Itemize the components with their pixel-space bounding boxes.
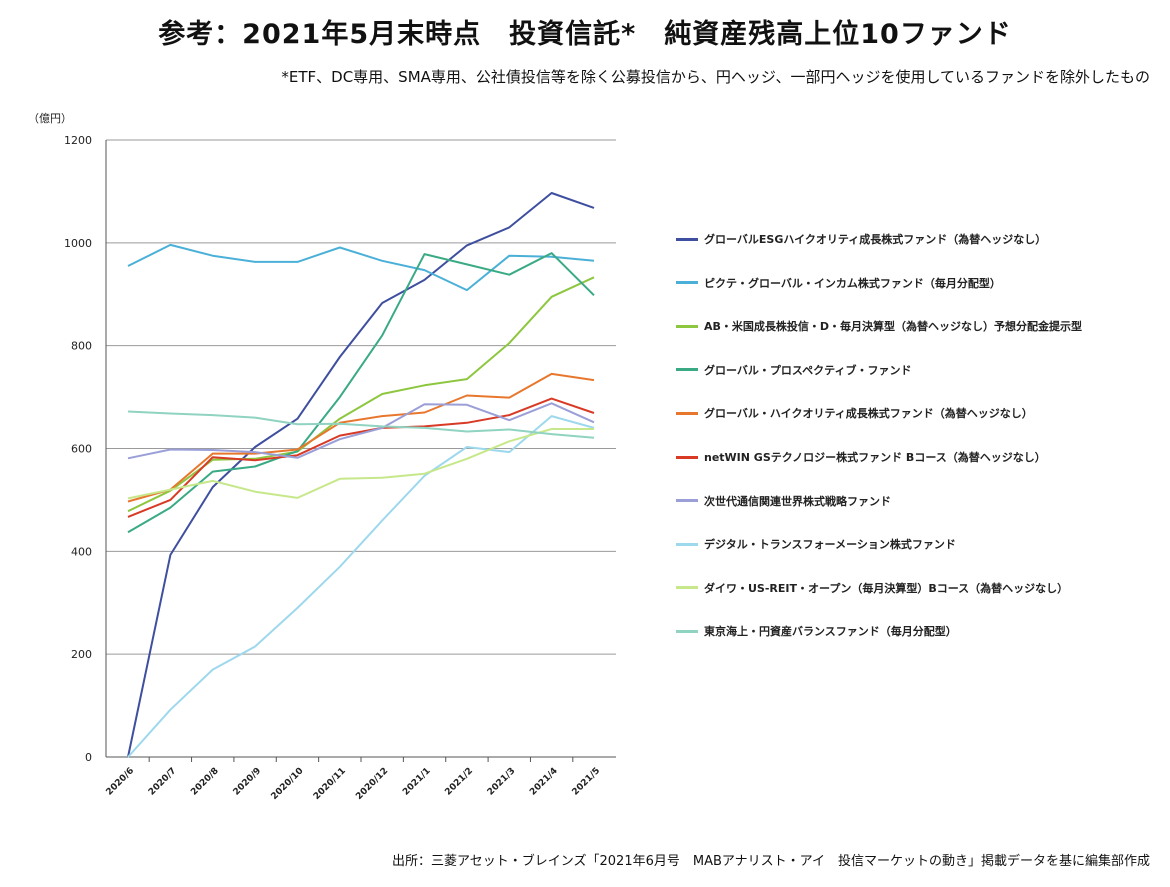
y-tick-label: 400 [71, 545, 92, 558]
series-line [127, 192, 595, 758]
series-line [127, 243, 595, 292]
legend-swatch [676, 324, 698, 328]
series-line [127, 276, 595, 513]
legend-item: グローバルESGハイクオリティ成長株式ファンド（為替ヘッジなし） [676, 230, 1046, 248]
y-tick-label: 800 [71, 340, 92, 353]
legend-label: グローバル・ハイクオリティ成長株式ファンド（為替ヘッジなし） [704, 407, 1033, 421]
legend-swatch [676, 237, 698, 241]
legend-swatch [676, 411, 698, 415]
legend-label: グローバル・プロスペクティブ・ファンド [704, 363, 912, 377]
legend-label: netWIN GSテクノロジー株式ファンド Bコース（為替ヘッジなし） [704, 451, 1046, 464]
x-tick-label: 2021/3 [486, 766, 518, 798]
x-tick-label: 2021/5 [571, 766, 603, 798]
series-line [127, 428, 594, 500]
x-tick-label: 2020/10 [270, 766, 306, 802]
x-tick-label: 2020/6 [105, 766, 137, 798]
legend-swatch [676, 281, 698, 285]
series-line [127, 402, 595, 460]
x-tick-label: 2021/2 [443, 766, 475, 798]
legend-label: 東京海上・円資産バランスファンド（毎月分配型） [704, 625, 957, 639]
y-tick-label: 0 [85, 751, 92, 764]
legend-swatch [676, 542, 698, 546]
legend-item: ダイワ・US-REIT・オープン（毎月決算型）Bコース（為替ヘッジなし） [676, 579, 1068, 597]
x-tick-label: 2021/1 [401, 766, 433, 798]
legend-label: ピクテ・グローバル・インカム株式ファンド（毎月分配型） [704, 276, 1001, 290]
chart-title: 参考：2021年5月末時点 投資信託* 純資産残高上位10ファンド [158, 19, 1012, 50]
legend-item: netWIN GSテクノロジー株式ファンド Bコース（為替ヘッジなし） [676, 448, 1046, 466]
x-tick-label: 2020/12 [354, 766, 390, 802]
legend-swatch [676, 368, 698, 372]
legend-swatch [676, 629, 698, 633]
legend-label: ダイワ・US-REIT・オープン（毎月決算型）Bコース（為替ヘッジなし） [704, 581, 1069, 595]
x-tick-label: 2020/8 [189, 766, 221, 798]
legend-item: AB・米国成長株投信・D・毎月決算型（為替ヘッジなし）予想分配金提示型 [676, 317, 1082, 335]
series-line [127, 397, 595, 518]
legend-item: グローバル・プロスペクティブ・ファンド [676, 361, 911, 379]
legend-swatch [676, 499, 698, 503]
series-line [127, 372, 595, 503]
legend-item: デジタル・トランスフォーメーション株式ファンド [676, 535, 956, 553]
x-tick-label: 2020/11 [312, 766, 348, 802]
legend-label: AB・米国成長株投信・D・毎月決算型（為替ヘッジなし）予想分配金提示型 [704, 320, 1083, 334]
x-tick-label: 2020/7 [147, 766, 179, 798]
legend-item: 次世代通信関連世界株式戦略ファンド [676, 492, 891, 510]
chart-subtitle: *ETF、DC専用、SMA専用、公社債投信等を除く公募投信から、円ヘッジ、一部円… [281, 68, 1150, 86]
y-tick-label: 1200 [64, 134, 92, 147]
series-line [127, 415, 595, 758]
legend-item: グローバル・ハイクオリティ成長株式ファンド（為替ヘッジなし） [676, 404, 1033, 422]
legend-swatch [676, 455, 698, 459]
legend-label: 次世代通信関連世界株式戦略ファンド [704, 494, 891, 508]
series-line [127, 252, 595, 534]
y-tick-label: 200 [71, 648, 92, 661]
y-tick-label: 1000 [64, 237, 92, 250]
legend-label: デジタル・トランスフォーメーション株式ファンド [704, 538, 956, 552]
legend-item: ピクテ・グローバル・インカム株式ファンド（毎月分配型） [676, 274, 1001, 292]
x-tick-label: 2020/9 [232, 766, 264, 798]
y-axis-unit-label: （億円） [28, 112, 72, 125]
legend-item: 東京海上・円資産バランスファンド（毎月分配型） [676, 622, 957, 640]
y-tick-label: 600 [71, 443, 92, 456]
x-tick-label: 2021/4 [528, 766, 560, 798]
legend-swatch [676, 586, 698, 590]
source-note: 出所：三菱アセット・ブレインズ「2021年6月号 MABアナリスト・アイ 投信マ… [392, 854, 1150, 869]
series-line [127, 410, 595, 439]
legend-label: グローバルESGハイクオリティ成長株式ファンド（為替ヘッジなし） [704, 233, 1047, 246]
